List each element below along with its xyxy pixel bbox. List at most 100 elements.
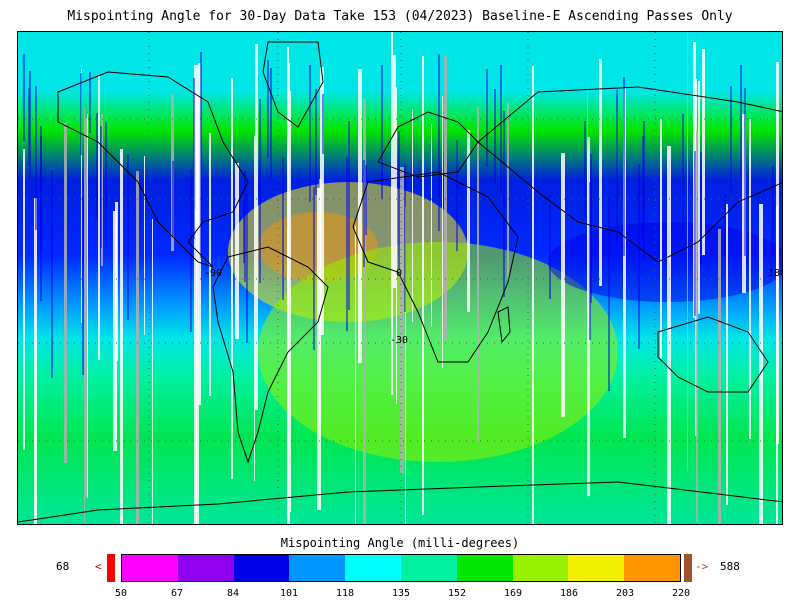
data-gap-stripe	[152, 219, 153, 524]
data-gap-stripe	[623, 87, 626, 438]
data-gap-stripe	[254, 136, 255, 481]
colorbar	[121, 554, 681, 582]
underflow-swatch	[107, 554, 115, 582]
data-gap-stripe	[442, 96, 443, 368]
data-gap-stripe	[599, 59, 602, 286]
low-angle-streak	[494, 89, 496, 185]
data-gap-stripe	[355, 226, 356, 524]
low-angle-streak	[348, 121, 350, 310]
colorbar-tick-label: 203	[615, 588, 635, 599]
colorbar-tick-label: 118	[335, 588, 355, 599]
low-angle-streak	[282, 157, 284, 300]
data-gap-stripe	[400, 167, 404, 474]
data-gap-stripe	[363, 99, 366, 524]
data-gap-stripe	[98, 76, 100, 360]
data-gap-stripe	[115, 202, 118, 361]
data-gap-stripe	[64, 123, 67, 463]
data-gap-stripe	[255, 44, 258, 410]
underflow-arrow: <	[95, 560, 102, 573]
data-gap-stripe	[405, 207, 406, 524]
data-gap-stripe	[136, 171, 139, 524]
low-angle-streak	[200, 52, 202, 258]
low-angle-streak	[365, 165, 367, 235]
colorbar-segment	[177, 555, 234, 581]
colorbar-tick-label: 152	[447, 588, 467, 599]
data-gap-stripe	[422, 56, 424, 515]
data-gap-stripe	[320, 67, 324, 335]
data-gap-stripe	[698, 81, 700, 314]
low-angle-streak	[105, 122, 107, 248]
data-gap-stripe	[290, 91, 291, 512]
low-angle-streak	[190, 169, 192, 332]
data-gap-stripe	[393, 55, 396, 288]
low-angle-streak	[404, 165, 406, 312]
low-angle-streak	[89, 72, 91, 133]
low-angle-streak	[51, 170, 53, 378]
colorbar-tick-label: 101	[279, 588, 299, 599]
data-gap-stripe	[660, 119, 662, 359]
map-frame: -90 180 0 -30	[17, 31, 783, 525]
data-gap-stripe	[696, 131, 698, 522]
colorbar-tick-label: 135	[391, 588, 411, 599]
data-gap-stripe	[391, 32, 393, 395]
colorbar-title: Mispointing Angle (milli-degrees)	[280, 536, 520, 550]
data-gap-stripe	[477, 107, 479, 442]
low-angle-streak	[363, 160, 365, 267]
data-gap-stripe	[287, 227, 289, 524]
colorbar-segment	[345, 555, 401, 581]
low-angle-streak	[23, 54, 25, 141]
data-gap-stripe	[198, 63, 201, 405]
low-angle-streak	[35, 86, 37, 230]
colorbar-segment	[400, 555, 457, 581]
lon-label-east: 180	[768, 268, 782, 279]
low-angle-streak	[740, 65, 742, 177]
data-gap-stripe	[587, 137, 590, 496]
data-gap-stripe	[235, 163, 239, 339]
data-gap-stripe	[467, 130, 470, 312]
low-angle-streak	[486, 69, 488, 167]
low-angle-streak	[246, 194, 248, 343]
data-gap-stripe	[532, 66, 534, 524]
data-gap-stripe	[726, 204, 728, 505]
low-angle-streak	[590, 154, 592, 303]
lat-label-equator: 0	[396, 268, 403, 279]
overflow-arrow: ->	[695, 560, 709, 573]
low-angle-streak	[100, 126, 102, 248]
data-gap-stripe	[120, 149, 123, 524]
overflow-swatch	[684, 554, 692, 582]
low-angle-streak	[80, 73, 82, 155]
colorbar-tick-labels: 50 67 84 101 118 135 152 169 186 203 220	[115, 588, 690, 600]
low-angle-streak	[438, 54, 440, 231]
data-gap-stripe	[231, 78, 233, 479]
colorbar-tick-label: 220	[671, 588, 691, 599]
data-gap-stripe	[81, 69, 82, 323]
low-angle-streak	[29, 71, 31, 179]
low-angle-streak	[730, 86, 732, 191]
low-angle-streak	[193, 78, 195, 239]
low-angle-streak	[694, 151, 696, 316]
orbit-gaps	[23, 32, 779, 524]
data-gap-stripe	[84, 107, 85, 524]
colorbar-tick-label: 84	[226, 588, 240, 599]
data-gap-stripe	[667, 146, 671, 524]
low-angle-streak	[456, 140, 458, 251]
low-angle-streak	[127, 154, 129, 320]
low-angle-streak	[82, 196, 84, 375]
colorbar-tick-label: 169	[503, 588, 523, 599]
data-gap-stripe	[194, 209, 197, 524]
data-gap-stripe	[444, 56, 447, 340]
colorbar-segment	[122, 555, 178, 581]
colorbar-min-value: 68	[56, 560, 70, 573]
low-angle-streak	[744, 88, 746, 256]
low-angle-streak	[700, 152, 702, 265]
colorbar-segment	[568, 555, 625, 581]
colorbar-segment	[624, 555, 680, 581]
low-angle-streak	[500, 65, 502, 192]
data-gap-stripe	[23, 149, 25, 450]
low-angle-streak	[772, 166, 774, 257]
lon-label-west: -90	[204, 268, 223, 279]
data-gap-stripe	[507, 103, 509, 279]
data-gap-stripe	[144, 156, 145, 335]
data-gap-stripe	[776, 62, 779, 444]
low-angle-streak	[682, 114, 684, 231]
